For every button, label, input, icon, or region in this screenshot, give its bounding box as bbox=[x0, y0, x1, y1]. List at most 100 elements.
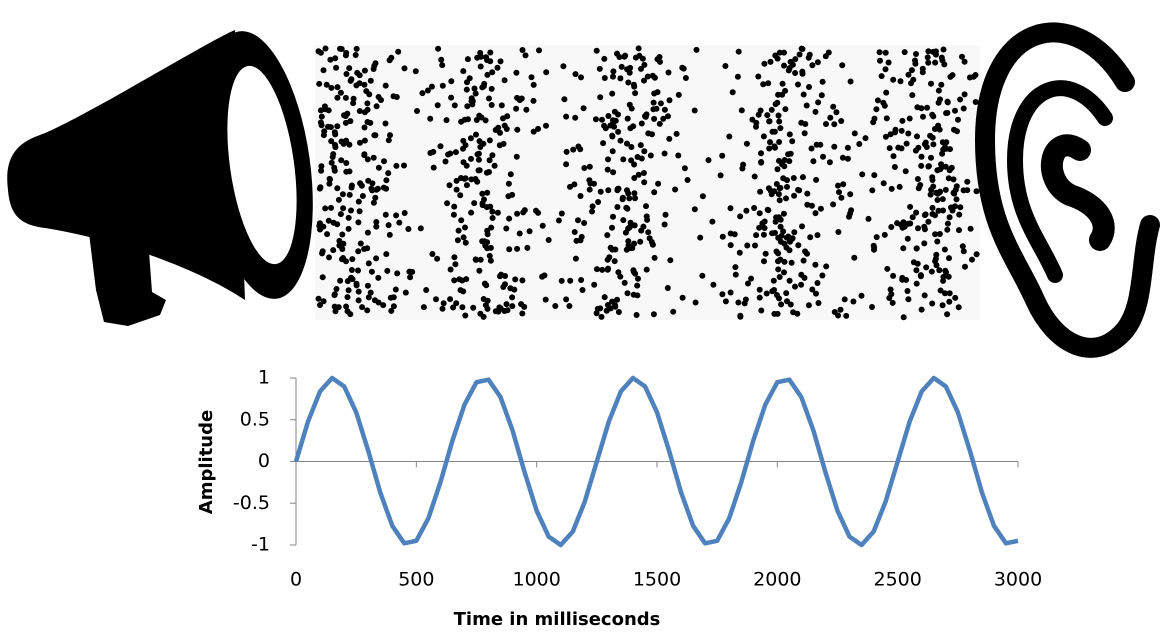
particle bbox=[605, 113, 612, 119]
particle bbox=[717, 172, 724, 179]
particle bbox=[895, 144, 902, 151]
particle bbox=[810, 158, 817, 165]
particle bbox=[956, 211, 963, 218]
particle bbox=[762, 250, 769, 257]
particle bbox=[940, 207, 946, 214]
particle bbox=[476, 167, 483, 174]
particle bbox=[839, 154, 846, 161]
particle bbox=[591, 281, 598, 288]
particle bbox=[909, 214, 916, 221]
particle bbox=[347, 118, 354, 125]
particle bbox=[637, 238, 644, 245]
particle bbox=[780, 210, 787, 217]
particle bbox=[640, 170, 647, 176]
particle bbox=[558, 277, 565, 284]
particle bbox=[622, 52, 629, 59]
particle bbox=[789, 138, 796, 145]
particle bbox=[961, 58, 968, 65]
particle bbox=[835, 229, 842, 235]
particle bbox=[900, 245, 907, 252]
particle bbox=[386, 231, 393, 238]
particle bbox=[396, 219, 403, 226]
particle bbox=[934, 238, 941, 245]
particle bbox=[337, 277, 344, 284]
particle bbox=[359, 193, 366, 199]
particle bbox=[727, 205, 734, 212]
particle bbox=[519, 47, 526, 53]
particle bbox=[552, 303, 559, 309]
particle bbox=[444, 200, 451, 207]
particle bbox=[530, 81, 537, 88]
particle bbox=[350, 95, 357, 102]
particle bbox=[631, 222, 638, 229]
particle bbox=[970, 73, 977, 80]
particle bbox=[661, 150, 668, 157]
particle bbox=[580, 105, 587, 112]
particle bbox=[882, 133, 889, 140]
particle bbox=[604, 302, 611, 308]
particle bbox=[804, 190, 811, 197]
particle bbox=[332, 308, 339, 315]
particle bbox=[888, 291, 895, 298]
particle bbox=[757, 188, 764, 195]
particle bbox=[528, 74, 535, 81]
particle bbox=[604, 266, 611, 273]
particle bbox=[521, 303, 528, 310]
particle bbox=[645, 130, 652, 137]
particle bbox=[325, 217, 332, 224]
particle bbox=[486, 169, 492, 175]
particle bbox=[348, 267, 355, 273]
particle bbox=[752, 242, 758, 249]
particle bbox=[766, 145, 773, 152]
particle bbox=[335, 196, 342, 203]
particle bbox=[923, 144, 930, 150]
particle bbox=[865, 215, 872, 222]
particle bbox=[365, 294, 372, 301]
particle bbox=[648, 239, 655, 245]
particle bbox=[460, 137, 467, 144]
particle bbox=[831, 121, 838, 128]
particle bbox=[675, 91, 682, 98]
particle bbox=[503, 225, 510, 232]
particle bbox=[352, 52, 359, 58]
particle bbox=[727, 230, 734, 237]
particle bbox=[484, 231, 491, 238]
particle bbox=[656, 54, 663, 60]
particle bbox=[414, 108, 420, 114]
particle bbox=[446, 182, 453, 189]
particle bbox=[815, 300, 822, 306]
particle bbox=[332, 144, 339, 151]
particle bbox=[656, 120, 663, 127]
particle bbox=[913, 245, 920, 252]
particle bbox=[643, 266, 650, 273]
particle bbox=[655, 180, 662, 187]
particle bbox=[438, 56, 445, 63]
particle bbox=[847, 78, 854, 85]
particle bbox=[484, 71, 491, 78]
particle bbox=[915, 185, 922, 192]
particle bbox=[897, 78, 904, 85]
particle bbox=[772, 52, 779, 59]
particle bbox=[385, 137, 392, 144]
particle bbox=[615, 111, 621, 118]
particle bbox=[939, 139, 946, 146]
particle bbox=[936, 189, 943, 196]
particle bbox=[900, 314, 907, 321]
particle bbox=[914, 104, 921, 111]
particle bbox=[705, 157, 712, 164]
particle bbox=[497, 129, 503, 136]
particle bbox=[558, 210, 565, 217]
particle bbox=[921, 223, 928, 230]
particle bbox=[953, 183, 960, 190]
particle bbox=[419, 90, 426, 97]
particle bbox=[887, 286, 894, 293]
particle bbox=[326, 254, 332, 261]
particle bbox=[458, 217, 465, 224]
particle bbox=[356, 108, 363, 114]
particle bbox=[473, 131, 479, 138]
particle bbox=[606, 254, 613, 261]
particle bbox=[340, 205, 347, 212]
particle bbox=[430, 148, 437, 155]
particle bbox=[340, 140, 347, 147]
